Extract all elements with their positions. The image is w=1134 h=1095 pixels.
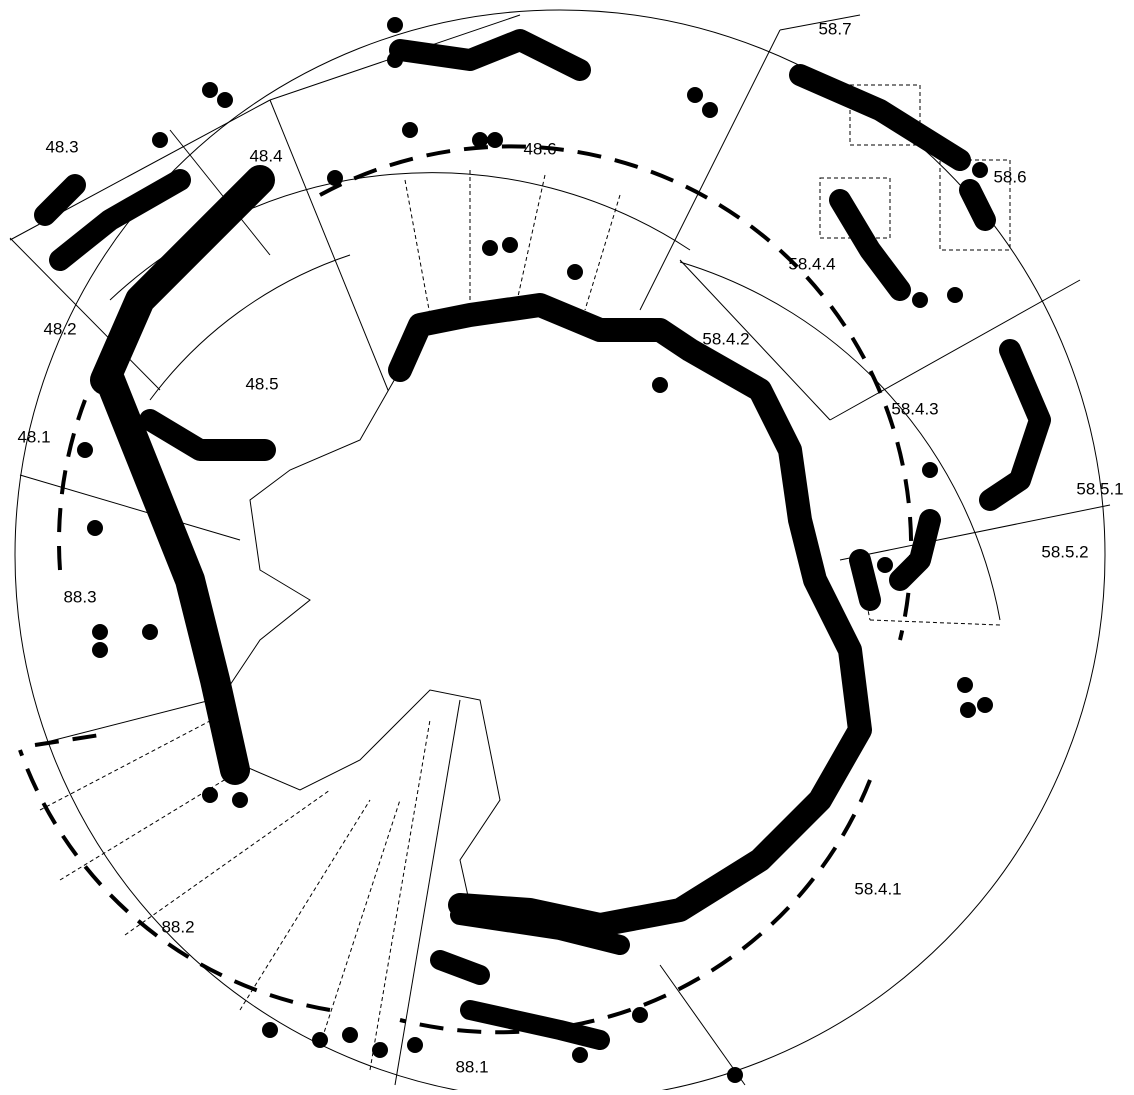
peninsula-records: [90, 165, 275, 785]
area-label: 48.3: [45, 137, 78, 156]
records: [77, 17, 993, 1083]
record-point: [922, 462, 938, 478]
record-point: [632, 1007, 648, 1023]
area-label: 58.5.2: [1041, 542, 1088, 561]
area-label: 58.4.3: [891, 399, 938, 418]
record-point: [472, 132, 488, 148]
area-label: 58.4.2: [702, 329, 749, 348]
record-point: [957, 677, 973, 693]
area-label: 48.6: [523, 139, 556, 158]
record-point: [487, 132, 503, 148]
record-point: [567, 264, 583, 280]
record-point: [947, 287, 963, 303]
record-point: [387, 17, 403, 33]
area-label: 58.4.1: [854, 879, 901, 898]
record-point: [960, 702, 976, 718]
record-point: [572, 1047, 588, 1063]
record-point: [87, 520, 103, 536]
offshore-records: [34, 29, 1051, 611]
record-point: [312, 1032, 328, 1048]
area-label: 58.7: [818, 19, 851, 38]
area-label: 88.3: [63, 587, 96, 606]
area-label: 88.2: [161, 917, 194, 936]
record-point: [202, 787, 218, 803]
coastal-records: [388, 293, 872, 937]
record-point: [652, 377, 668, 393]
record-point: [912, 292, 928, 308]
record-point: [327, 170, 343, 186]
record-point: [502, 237, 518, 253]
record-point: [262, 1022, 278, 1038]
area-label: 88.1: [455, 1057, 488, 1076]
outer-boundary: [14, 9, 1106, 1090]
record-point: [387, 52, 403, 68]
map-layer: 58.7 48.3 48.4 48.6 58.6 58.4.4 48.2 58.4.2 48.5…: [9, 9, 1124, 1090]
record-point: [972, 162, 988, 178]
record-point: [977, 697, 993, 713]
record-point: [372, 1042, 388, 1058]
area-label: 48.2: [43, 319, 76, 338]
area-label: 48.4: [249, 146, 282, 165]
area-label: 58.4.4: [788, 254, 835, 273]
record-point: [92, 624, 108, 640]
record-point: [202, 82, 218, 98]
area-label: 58.5.1: [1076, 479, 1123, 498]
record-point: [342, 1027, 358, 1043]
area-label: 48.5: [245, 374, 278, 393]
area-label: 58.6: [993, 167, 1026, 186]
record-point: [92, 642, 108, 658]
area-label: 48.1: [17, 427, 50, 446]
record-point: [702, 102, 718, 118]
record-point: [77, 442, 93, 458]
southern-records: [430, 905, 630, 1050]
record-point: [407, 1037, 423, 1053]
record-point: [402, 122, 418, 138]
dashed-boundary: [18, 144, 914, 1035]
record-point: [217, 92, 233, 108]
record-point: [152, 132, 168, 148]
record-point: [142, 624, 158, 640]
area-boundaries: [9, 14, 1111, 1086]
record-point: [877, 557, 893, 573]
record-point: [687, 87, 703, 103]
record-point: [482, 240, 498, 256]
area-labels: 58.7 48.3 48.4 48.6 58.6 58.4.4 48.2 58.4.2 48.5…: [17, 19, 1123, 1076]
record-point: [727, 1067, 743, 1083]
record-point: [232, 792, 248, 808]
